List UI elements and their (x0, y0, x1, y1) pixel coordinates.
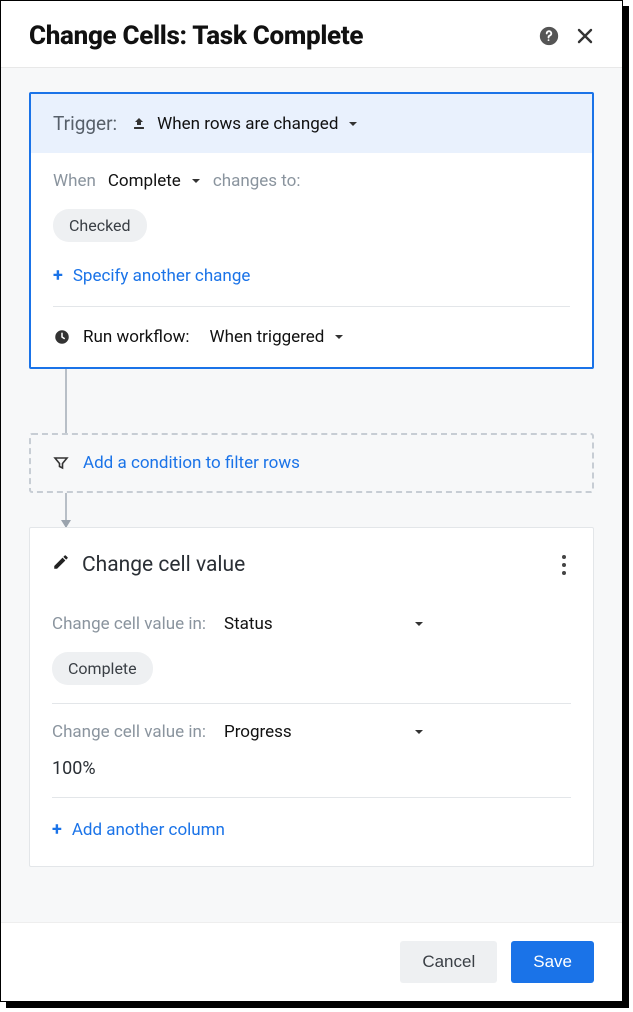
action-title-label: Change cell value (82, 553, 245, 577)
plus-icon: + (52, 821, 62, 839)
caret-down-icon (414, 722, 424, 742)
action-value-chip[interactable]: Complete (52, 652, 153, 685)
plus-icon: + (53, 267, 63, 285)
action-row: Change cell value in: Progress 100% (30, 704, 593, 797)
caret-down-icon (414, 614, 424, 634)
pencil-icon (52, 553, 70, 577)
trigger-value-chip[interactable]: Checked (53, 209, 147, 242)
help-icon[interactable] (538, 25, 560, 47)
filter-icon (53, 455, 69, 471)
action-field-row: Change cell value in: Status (52, 614, 571, 634)
action-column-select[interactable]: Status (224, 614, 424, 634)
trigger-type-label: When rows are changed (157, 114, 338, 134)
changes-to-label: changes to: (213, 171, 301, 191)
action-row: Change cell value in: Status Complete (30, 596, 593, 703)
action-field-label: Change cell value in: (52, 614, 206, 634)
connector-line (65, 369, 594, 433)
action-field-row: Change cell value in: Progress (52, 722, 571, 742)
action-title-row: Change cell value (52, 553, 245, 577)
header-icons (538, 25, 594, 47)
clock-icon (53, 328, 71, 346)
trigger-type-select[interactable]: When rows are changed (131, 114, 358, 134)
specify-another-change-link[interactable]: + Specify another change (53, 242, 570, 306)
add-condition-box[interactable]: Add a condition to filter rows (29, 433, 594, 493)
add-another-column-link[interactable]: + Add another column (30, 798, 593, 866)
connector-arrow (65, 493, 594, 527)
caret-down-icon (348, 119, 358, 129)
add-another-column-label: Add another column (72, 820, 225, 840)
trigger-column-select[interactable]: Complete (108, 171, 201, 191)
rows-changed-icon (131, 116, 147, 132)
cancel-button[interactable]: Cancel (400, 941, 497, 983)
action-column-value: Status (224, 614, 273, 634)
action-field-label: Change cell value in: (52, 722, 206, 742)
modal-title: Change Cells: Task Complete (29, 21, 363, 51)
modal-footer: Cancel Save (1, 922, 622, 1001)
action-menu-button[interactable] (557, 550, 571, 580)
modal-header: Change Cells: Task Complete (1, 1, 622, 68)
trigger-column-value: Complete (108, 171, 181, 191)
run-workflow-select[interactable]: When triggered (210, 327, 345, 347)
trigger-when-row: When Complete changes to: (53, 171, 570, 191)
action-header: Change cell value (30, 528, 593, 596)
action-card: Change cell value Change cell value in: … (29, 527, 594, 867)
trigger-header: Trigger: When rows are changed (31, 94, 592, 153)
specify-another-change-label: Specify another change (73, 266, 251, 286)
trigger-label: Trigger: (53, 112, 117, 135)
caret-down-icon (334, 332, 344, 342)
save-button[interactable]: Save (511, 941, 594, 983)
modal-dialog: Change Cells: Task Complete Trigger: (0, 0, 623, 1002)
when-label: When (53, 171, 96, 191)
action-column-value: Progress (224, 722, 292, 742)
add-condition-label: Add a condition to filter rows (83, 453, 300, 473)
close-icon[interactable] (576, 27, 594, 45)
run-workflow-value: When triggered (210, 327, 325, 347)
modal-body: Trigger: When rows are changed (1, 68, 622, 922)
trigger-body: When Complete changes to: Checked + Spec… (31, 153, 592, 307)
caret-down-icon (191, 176, 201, 186)
trigger-card: Trigger: When rows are changed (29, 92, 594, 369)
action-column-select[interactable]: Progress (224, 722, 424, 742)
action-value-text[interactable]: 100% (52, 742, 571, 779)
run-workflow-label: Run workflow: (83, 327, 190, 347)
run-workflow-row: Run workflow: When triggered (31, 307, 592, 367)
